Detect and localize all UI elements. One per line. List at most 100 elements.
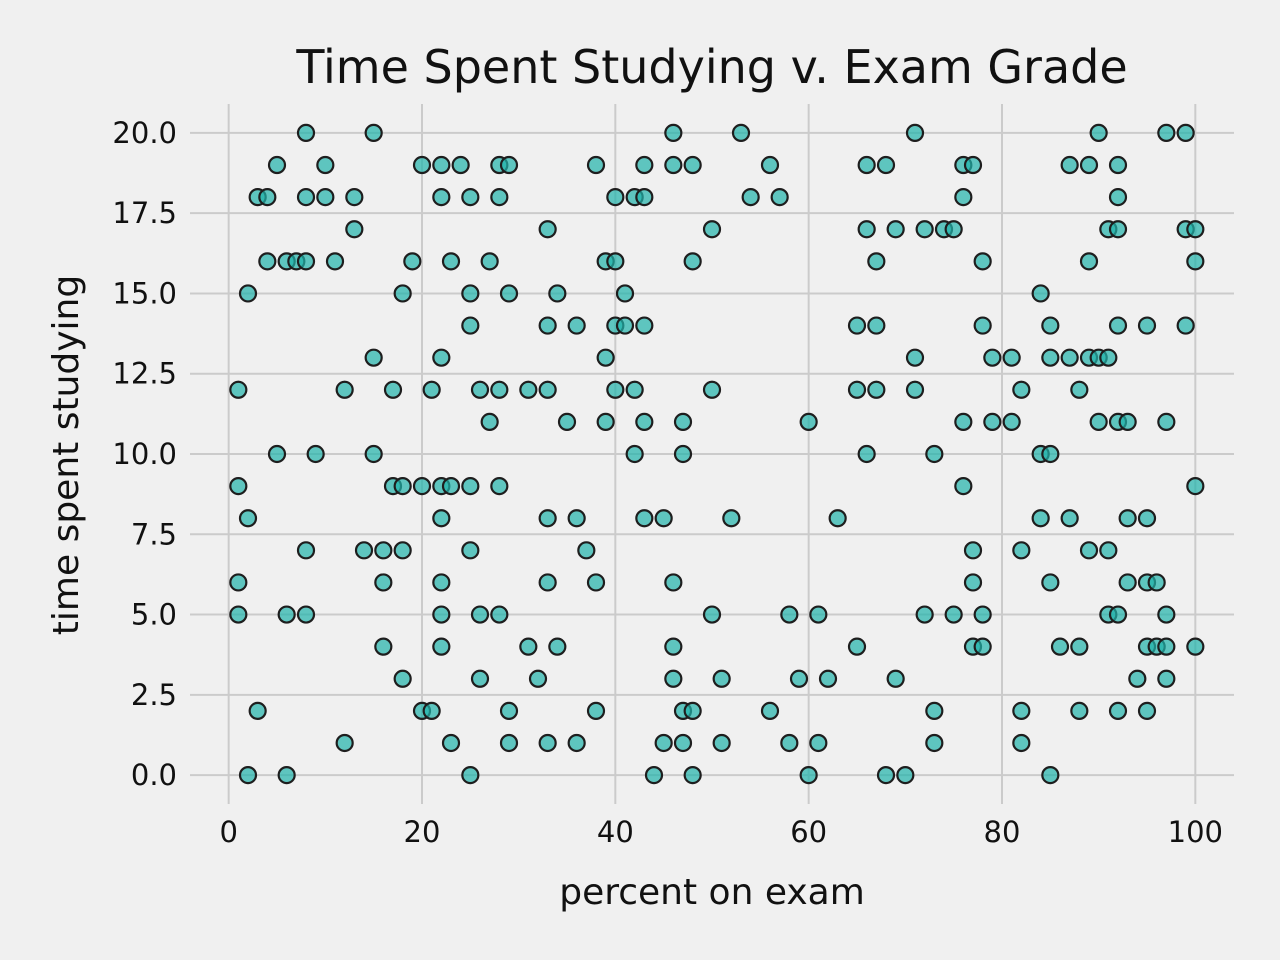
scatter-point [799, 766, 818, 785]
scatter-point [954, 188, 973, 207]
scatter-point [1157, 669, 1176, 688]
scatter-point [422, 380, 441, 399]
scatter-point [635, 509, 654, 528]
scatter-point [683, 766, 702, 785]
scatter-point [1118, 412, 1137, 431]
scatter-point [480, 412, 499, 431]
scatter-point [548, 637, 567, 656]
scatter-point [229, 573, 248, 592]
scatter-point [915, 605, 934, 624]
y-tick-label: 7.5 [131, 517, 177, 551]
scatter-point [577, 541, 596, 560]
scatter-point [1118, 573, 1137, 592]
scatter-point [780, 605, 799, 624]
scatter-point [983, 412, 1002, 431]
scatter-point [316, 155, 335, 175]
scatter-point [538, 509, 557, 528]
scatter-point [925, 444, 944, 464]
scatter-point [770, 188, 789, 207]
scatter-point [1186, 252, 1205, 271]
scatter-point [586, 573, 606, 592]
scatter-point [944, 220, 963, 239]
scatter-point [393, 541, 412, 560]
scatter-point [1079, 252, 1099, 271]
scatter-point [731, 123, 751, 142]
scatter-point [1137, 701, 1157, 720]
scatter-point [712, 669, 731, 688]
scatter-point [296, 252, 316, 271]
scatter-point [625, 380, 644, 399]
scatter-point [625, 444, 644, 464]
scatter-point [635, 155, 654, 175]
scatter-point [412, 477, 432, 496]
scatter-point [1099, 541, 1118, 560]
scatter-point [393, 477, 412, 496]
scatter-point [480, 252, 499, 271]
scatter-point [973, 252, 992, 271]
scatter-point [1070, 701, 1089, 720]
scatter-point [470, 605, 490, 624]
scatter-point [1108, 220, 1128, 239]
scatter-point [586, 701, 606, 720]
scatter-point [335, 733, 354, 753]
scatter-point [1041, 348, 1060, 367]
scatter-point [528, 669, 548, 688]
scatter-point [538, 733, 557, 753]
scatter-point [1147, 573, 1166, 592]
scatter-point [267, 444, 287, 464]
scatter-point [364, 123, 383, 142]
scatter-point [664, 155, 683, 175]
scatter-point [1041, 444, 1060, 464]
scatter-point [683, 155, 702, 175]
scatter-point [963, 573, 983, 592]
scatter-point [702, 380, 722, 399]
scatter-point [364, 444, 383, 464]
scatter-point [490, 188, 509, 207]
scatter-point [296, 188, 316, 207]
scatter-point [654, 509, 673, 528]
scatter-point [973, 605, 992, 624]
scatter-point [432, 637, 451, 656]
scatter-point [461, 316, 480, 335]
scatter-point [432, 605, 451, 624]
scatter-point [1108, 701, 1128, 720]
scatter-point [432, 188, 451, 207]
scatter-point [258, 252, 277, 271]
scatter-point [1157, 123, 1176, 142]
scatter-point [876, 766, 896, 785]
scatter-point [896, 766, 915, 785]
scatter-point [1108, 188, 1128, 207]
scatter-point [1041, 573, 1060, 592]
scatter-point [345, 220, 364, 239]
scatter-point [664, 637, 683, 656]
scatter-point [538, 380, 557, 399]
scatter-point [258, 188, 277, 207]
scatter-point [1176, 123, 1195, 142]
y-tick-label: 2.5 [131, 678, 177, 712]
scatter-point [702, 605, 722, 624]
scatter-point [461, 284, 480, 303]
y-tick-label: 12.5 [112, 357, 177, 391]
scatter-point [567, 509, 586, 528]
scatter-point [519, 380, 538, 399]
scatter-point [963, 155, 983, 175]
scatter-point [1041, 316, 1060, 335]
scatter-point [944, 605, 963, 624]
y-tick-label: 10.0 [112, 437, 177, 471]
scatter-point [1060, 509, 1079, 528]
scatter-point [876, 155, 896, 175]
scatter-point [596, 412, 615, 431]
scatter-point [586, 155, 606, 175]
scatter-point [296, 605, 316, 624]
scatter-point [1031, 509, 1050, 528]
scatter-point [567, 733, 586, 753]
scatter-point [1012, 380, 1031, 399]
scatter-point [1012, 701, 1031, 720]
scatter-point [461, 477, 480, 496]
scatter-point [615, 284, 635, 303]
scatter-point [683, 252, 702, 271]
scatter-point [1137, 316, 1157, 335]
scatter-point [1108, 155, 1128, 175]
scatter-point [1118, 509, 1137, 528]
